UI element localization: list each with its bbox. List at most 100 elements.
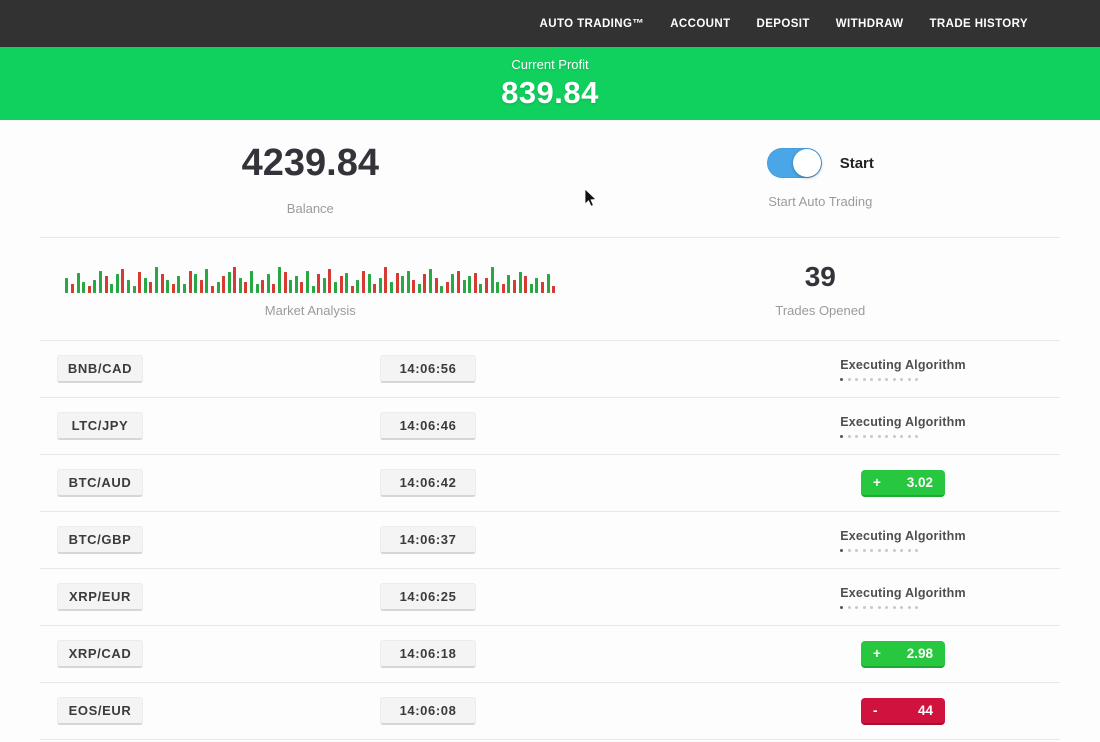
spark-bar — [507, 274, 511, 293]
result-value: 44 — [917, 702, 933, 718]
progress-dot — [915, 434, 919, 438]
spark-bar — [132, 285, 136, 293]
progress-dot — [915, 377, 919, 381]
executing-algorithm-label: Executing Algorithm — [840, 528, 966, 543]
spark-bar — [395, 272, 399, 293]
spark-bar — [87, 285, 91, 293]
progress-dot — [855, 377, 859, 381]
progress-dot — [840, 377, 844, 381]
executing-algorithm-label: Executing Algorithm — [840, 357, 966, 372]
current-profit-banner: Current Profit 839.84 — [0, 47, 1100, 120]
progress-dot — [907, 605, 911, 609]
progress-dot — [907, 434, 911, 438]
result-sign: - — [873, 702, 878, 718]
spark-bar — [423, 273, 427, 293]
spark-bar — [496, 281, 500, 293]
spark-bar — [294, 275, 298, 293]
nav-menu-item[interactable]: TRADE HISTORY — [929, 17, 1028, 30]
spark-bar — [468, 275, 472, 293]
spark-bar — [227, 271, 231, 293]
spark-bar — [462, 279, 466, 293]
spark-bar — [322, 277, 326, 293]
result-sign: + — [873, 474, 881, 490]
spark-bar — [194, 273, 198, 293]
market-analysis-chart — [65, 261, 556, 293]
balance-label: Balance — [286, 200, 334, 216]
spark-bar — [529, 283, 533, 293]
progress-dot — [885, 434, 889, 438]
nav-menu-item[interactable]: AUTO TRADING™ — [539, 17, 645, 30]
trade-status: + 3.02 — [818, 469, 988, 497]
spark-bar — [154, 266, 158, 293]
progress-dot — [892, 605, 896, 609]
progress-dot — [840, 605, 844, 609]
spark-bar — [412, 279, 416, 293]
auto-trading-caption: Start Auto Trading — [768, 194, 873, 209]
progress-dot — [892, 434, 896, 438]
nav-menu-item[interactable]: DEPOSIT — [756, 17, 810, 30]
spark-bar — [524, 275, 528, 293]
executing-algorithm-label: Executing Algorithm — [840, 585, 966, 600]
spark-bar — [451, 273, 455, 293]
progress-dots — [840, 434, 966, 438]
trade-row: BTC/GBP 14:06:37 Executing Algorithm — [40, 512, 1060, 569]
spark-bar — [473, 272, 477, 293]
auto-trading-toggle[interactable] — [766, 148, 822, 178]
spark-bar — [535, 277, 539, 293]
spark-bar — [71, 283, 75, 293]
current-profit-label: Current Profit — [511, 56, 589, 72]
spark-bar — [457, 270, 461, 293]
spark-bar — [345, 272, 349, 293]
spark-bar — [261, 279, 265, 293]
spark-bar — [104, 275, 108, 293]
spark-bar — [389, 281, 393, 293]
spark-bar — [65, 277, 69, 293]
spark-bar — [445, 281, 449, 293]
spark-bar — [205, 268, 209, 293]
spark-bar — [278, 266, 282, 293]
spark-bar — [546, 273, 550, 293]
nav-menu-item[interactable]: WITHDRAW — [835, 17, 904, 30]
time-badge: 14:06:46 — [380, 412, 476, 440]
progress-dot — [855, 434, 859, 438]
progress-dot — [862, 548, 866, 552]
market-section: Market Analysis 39 Trades Opened — [40, 238, 1060, 341]
spark-bar — [300, 281, 304, 293]
spark-bar — [350, 285, 354, 293]
time-badge: 14:06:25 — [380, 583, 476, 611]
trade-row: EOS/EUR 14:06:08 - 44 — [40, 683, 1060, 740]
trade-list: BNB/CAD 14:06:56 Executing Algorithm LTC… — [0, 341, 1100, 740]
spark-bar — [485, 277, 488, 293]
progress-dots — [840, 605, 966, 609]
progress-dot — [892, 377, 896, 381]
progress-dot — [877, 548, 881, 552]
progress-dot — [907, 377, 911, 381]
trade-row: BNB/CAD 14:06:56 Executing Algorithm — [40, 341, 1060, 398]
market-analysis-column: Market Analysis — [40, 238, 581, 340]
progress-dot — [907, 548, 911, 552]
trade-status: - 44 — [818, 697, 988, 725]
trades-opened-column: 39 Trades Opened — [581, 238, 1060, 340]
spark-bar — [272, 283, 276, 293]
progress-dot — [847, 377, 851, 381]
executing-status: Executing Algorithm — [840, 415, 966, 438]
spark-bar — [166, 279, 170, 293]
progress-dot — [855, 548, 859, 552]
progress-dot — [847, 434, 851, 438]
pair-badge: XRP/EUR — [57, 583, 143, 611]
trade-row: BTC/AUD 14:06:42 + 3.02 — [40, 455, 1060, 512]
current-profit-value: 839.84 — [501, 74, 599, 110]
executing-status: Executing Algorithm — [840, 529, 966, 552]
spark-bar — [333, 281, 337, 293]
top-navbar: AUTO TRADING™ ACCOUNT DEPOSIT WITHDRAW T… — [0, 0, 1100, 47]
nav-menu-item[interactable]: ACCOUNT — [670, 17, 731, 30]
spark-bar — [143, 277, 147, 293]
spark-bar — [518, 271, 522, 293]
trades-opened-value: 39 — [804, 260, 836, 292]
spark-bar — [440, 285, 444, 293]
spark-bar — [160, 273, 164, 293]
pair-badge: XRP/CAD — [57, 640, 143, 668]
spark-bar — [373, 283, 377, 293]
balance-value: 4239.84 — [241, 141, 379, 184]
spark-bar — [171, 283, 175, 293]
